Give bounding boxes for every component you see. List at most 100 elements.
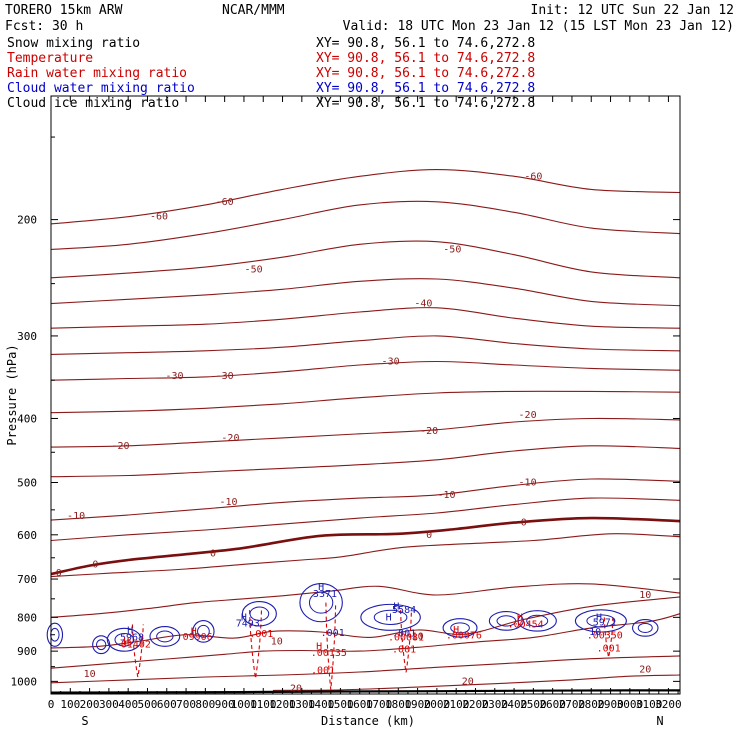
isotherm-label: -30 <box>216 371 234 382</box>
extremum-label: 01402 <box>121 640 151 651</box>
isotherm-label: -30 <box>165 371 183 382</box>
x-tick-label: 2900 <box>597 698 624 711</box>
extremum-label: .001 <box>597 644 621 655</box>
x-tick-label: 1500 <box>327 698 354 711</box>
isotherm-line <box>50 335 681 355</box>
x-tick-label: 500 <box>138 698 158 711</box>
x-tick-label: 2600 <box>539 698 566 711</box>
isotherm-line <box>50 613 681 669</box>
cloud-water-cell <box>46 622 64 647</box>
x-tick-label: 2200 <box>462 698 489 711</box>
y-tick-label: 200 <box>17 214 37 227</box>
cloud-water-cell <box>637 622 653 633</box>
cloud-water-cell <box>488 611 524 631</box>
y-tick-label: 500 <box>17 476 37 489</box>
x-tick-label: 300 <box>99 698 119 711</box>
x-tick-label: 2000 <box>424 698 451 711</box>
y-tick-label: 800 <box>17 611 37 624</box>
valid-time: Valid: 18 UTC Mon 23 Jan 12 (15 LST Mon … <box>343 19 734 34</box>
isotherm-label: -10 <box>519 477 537 488</box>
y-tick-label: 300 <box>17 330 37 343</box>
isotherm-label: 0 <box>426 530 432 541</box>
isotherm-label: -20 <box>221 433 239 444</box>
cloud-water-cell <box>574 609 627 633</box>
isotherm-label: -60 <box>216 197 234 208</box>
extremum-label: .001 <box>321 628 345 639</box>
x-tick-label: 0 <box>48 698 55 711</box>
cloud-water-cell <box>517 610 557 632</box>
isotherm-line <box>50 200 681 251</box>
field-cloud-ice-xy: XY= 90.8, 56.1 to 74.6,272.8 <box>316 96 535 111</box>
x-tick-label: 2800 <box>578 698 605 711</box>
cloud-water-cell <box>360 603 421 631</box>
extremum-label: H <box>316 641 322 652</box>
field-rain-name: Rain water mixing ratio <box>7 66 187 81</box>
plot-frame <box>50 95 681 695</box>
x-tick-label: 400 <box>118 698 138 711</box>
cloud-water-cell <box>192 619 215 643</box>
x-tick-label: 1900 <box>404 698 431 711</box>
extremum-label: .001 <box>392 645 416 656</box>
cloud-water-cell <box>308 591 334 614</box>
extremum-label: 7493 <box>236 619 260 630</box>
field-cloud-water-name: Cloud water mixing ratio <box>7 81 195 96</box>
isotherm-label: -10 <box>67 511 85 522</box>
extremum-label: H <box>517 612 523 623</box>
cloud-water-cell <box>496 615 517 627</box>
isotherm-label: -20 <box>420 426 438 437</box>
x-tick-label: 1000 <box>231 698 258 711</box>
isotherm-label: -50 <box>443 245 461 256</box>
cloud-water-cell <box>442 618 478 638</box>
isotherm-line <box>50 360 681 381</box>
x-tick-label: 2700 <box>559 698 586 711</box>
x-tick-label: 700 <box>176 698 196 711</box>
x-tick-label: 1200 <box>269 698 296 711</box>
center-title: NCAR/MMM <box>222 3 285 18</box>
rain-column <box>325 602 337 690</box>
init-time: Init: 12 UTC Sun 22 Jan 12 <box>531 3 735 18</box>
x-tick-label: 100 <box>60 698 80 711</box>
x-tick-label: 3200 <box>655 698 682 711</box>
x-tick-label: 2400 <box>501 698 528 711</box>
extremum-label: H <box>453 625 459 636</box>
cloud-water-cell <box>241 601 277 627</box>
isotherm-label: 0 <box>521 518 527 529</box>
isotherm-label: 10 <box>412 631 424 642</box>
isotherm-label: -20 <box>519 410 537 421</box>
x-tick-label: 200 <box>80 698 100 711</box>
isotherm-label: -60 <box>150 212 168 223</box>
x-tick-label: 3000 <box>617 698 644 711</box>
extremum-label: 09906 <box>183 632 213 643</box>
x-tick-label: 1600 <box>346 698 373 711</box>
cloud-water-cell <box>526 614 549 628</box>
extremum-label: H <box>318 582 324 593</box>
isotherm-line <box>50 307 681 329</box>
isotherm-line <box>50 390 681 414</box>
isotherm-label: 0 <box>56 568 62 579</box>
field-snow-name: Snow mixing ratio <box>7 36 140 51</box>
cloud-water-cell <box>114 632 135 647</box>
cloud-water-cell <box>95 639 107 651</box>
north-end-label: N <box>656 714 663 728</box>
isotherm-line <box>50 169 681 225</box>
x-tick-label: 3100 <box>636 698 663 711</box>
y-tick-label: 1000 <box>11 675 38 688</box>
field-temperature-xy: XY= 90.8, 56.1 to 74.6,272.8 <box>316 51 535 66</box>
extremum-label: H <box>386 612 392 623</box>
x-tick-label: 1100 <box>250 698 277 711</box>
x-tick-label: 2500 <box>520 698 547 711</box>
x-tick-label: 1300 <box>289 698 316 711</box>
extremum-label: .00076 <box>446 630 482 641</box>
isotherm-label: 0 <box>210 548 216 559</box>
south-end-label: S <box>81 714 88 728</box>
field-cloud-water-xy: XY= 90.8, 56.1 to 74.6,272.8 <box>316 81 535 96</box>
isotherm-label: 10 <box>639 590 651 601</box>
isotherm-line <box>50 596 681 649</box>
y-tick-label: 700 <box>17 573 37 586</box>
x-tick-label: 900 <box>215 698 235 711</box>
extremum-label: 10 <box>589 627 601 638</box>
extremum-label: H <box>127 626 133 637</box>
isotherm-label: -20 <box>111 441 129 452</box>
isotherm-label: 0 <box>92 559 98 570</box>
